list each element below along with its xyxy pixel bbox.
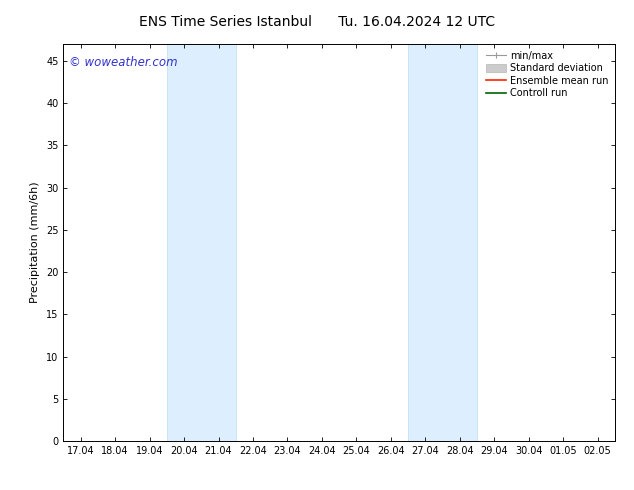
Bar [167, 44, 236, 441]
Legend: min/max, Standard deviation, Ensemble mean run, Controll run: min/max, Standard deviation, Ensemble me… [484, 49, 610, 100]
Y-axis label: Precipitation (mm/6h): Precipitation (mm/6h) [30, 182, 41, 303]
Text: © woweather.com: © woweather.com [69, 56, 178, 69]
Bar [408, 44, 477, 441]
Text: ENS Time Series Istanbul      Tu. 16.04.2024 12 UTC: ENS Time Series Istanbul Tu. 16.04.2024 … [139, 15, 495, 29]
